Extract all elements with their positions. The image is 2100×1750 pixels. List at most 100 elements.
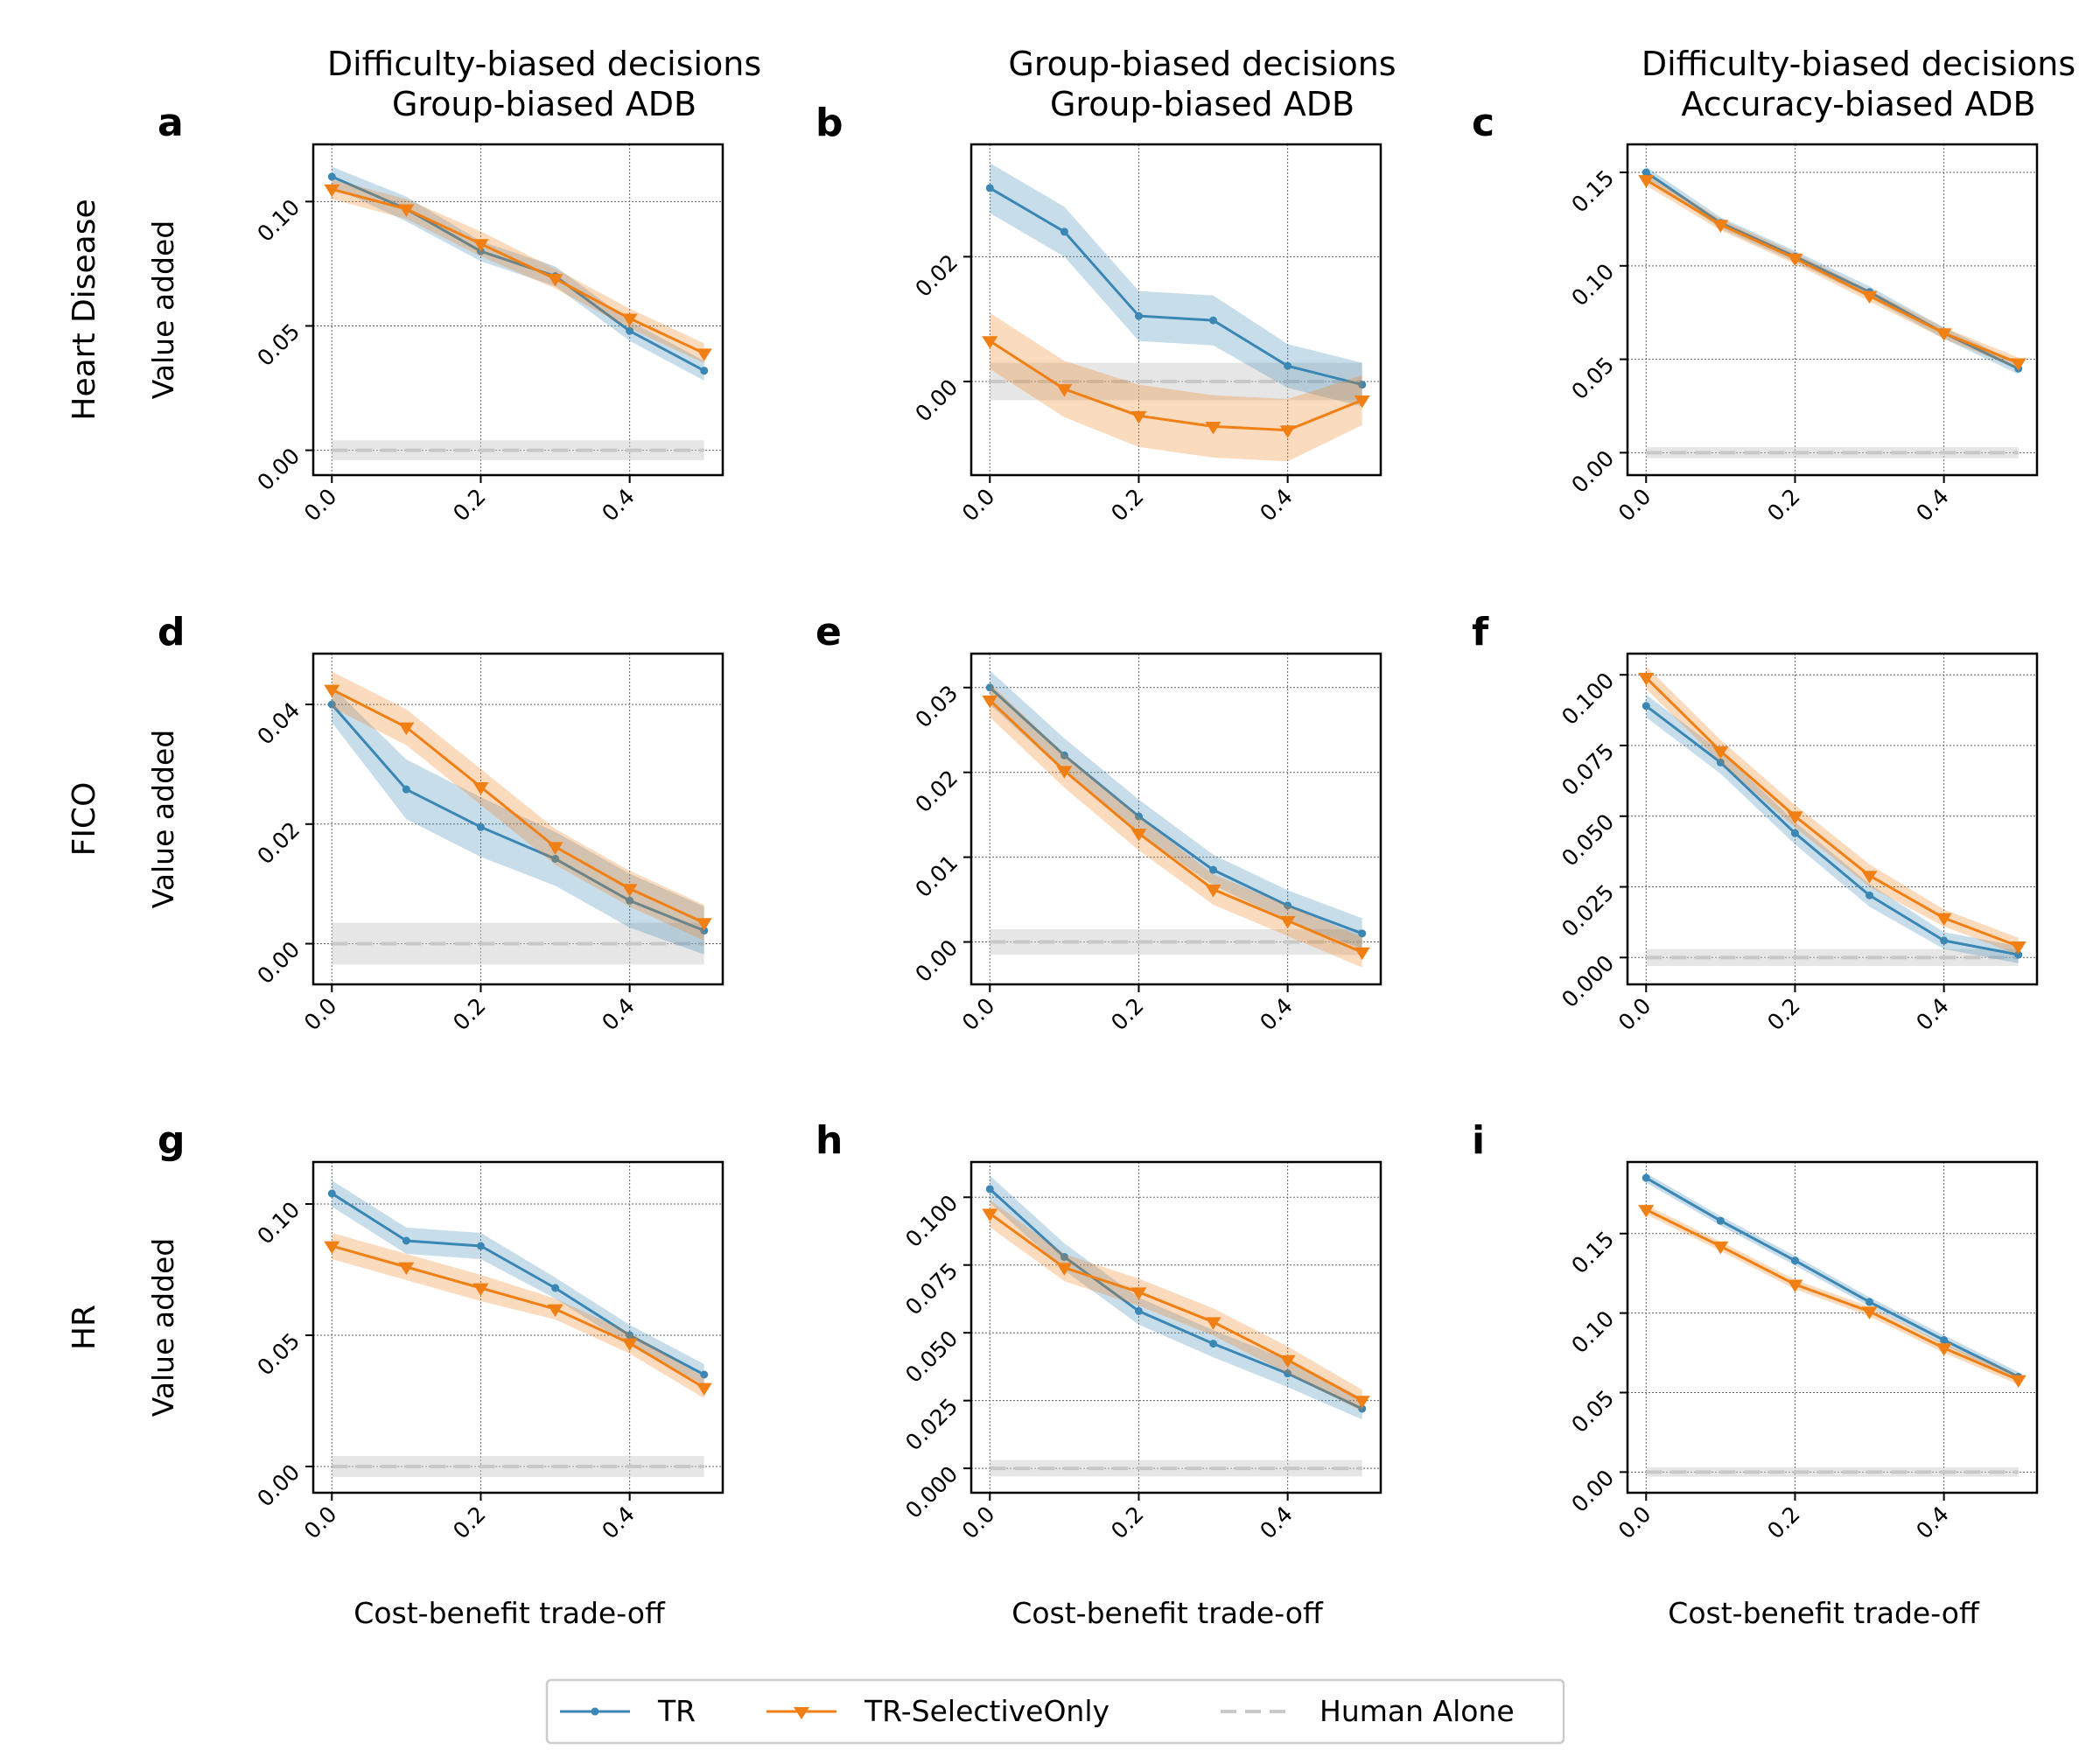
marker-tr [1134,1306,1143,1315]
marker-tr-selective [1936,1343,1952,1356]
marker-tr-selective [1861,871,1878,884]
x-tick-label: 0.4 [1911,484,1954,527]
y-tick-label: 0.100 [1557,668,1619,730]
marker-tr-selective [472,1283,489,1296]
marker-tr [327,172,336,181]
marker-tr-selective [1279,425,1296,438]
marker-tr-selective [621,1338,638,1351]
legend-label-tr-selective: TR-SelectiveOnly [864,1694,1110,1728]
axes-frame [1626,1160,2039,1494]
marker-tr [1284,901,1292,910]
panel-letter-d: d [158,610,186,654]
marker-tr-selective [1787,253,1803,267]
y-tick-label: 0.10 [1566,1306,1619,1358]
panel-letter-h: h [816,1118,843,1163]
y-axis-label: Value added [146,730,180,908]
x-tick-label: 0.2 [448,993,491,1036]
y-tick-label: 0.100 [900,1190,962,1252]
marker-tr-selective [324,1241,340,1254]
x-tick-label: 0.2 [1106,993,1149,1036]
y-tick-label: 0.02 [910,249,962,302]
marker-tr-selective [621,313,638,326]
marker-tr [1642,702,1650,710]
marker-tr [1642,1173,1650,1182]
marker-tr [2014,950,2023,959]
y-tick-label: 0.10 [1566,259,1619,312]
y-tick-label: 0.10 [252,1197,304,1250]
y-tick-label: 0.01 [910,850,962,902]
series-line-tr-selective [989,699,1363,954]
marker-tr [1134,312,1143,320]
series-line-tr [331,1192,705,1376]
axes-frame [1626,143,2039,477]
marker-tr [626,326,634,335]
plot-area-g [324,1180,712,1477]
column-title-2-line-1: Group-biased decisions [1008,45,1396,83]
band-tr-selective [1646,174,2019,369]
y-axis-label: Value added [146,1238,180,1417]
marker-tr [626,896,634,905]
band-tr [332,686,704,955]
x-tick-label: 0.0 [1614,484,1656,527]
panel-letter-i: i [1472,1118,1485,1163]
marker-tr-selective [398,204,415,217]
marker-tr-selective [2010,1375,2026,1388]
marker-tr-selective [1787,1279,1803,1292]
band-tr-selective [1646,666,2019,956]
legend-marker-tr-selective [794,1707,809,1719]
series-line-tr-selective [331,688,705,924]
y-tick-label: 0.050 [900,1326,962,1388]
marker-tr-selective [982,695,998,709]
panel-c: 0.0 0.2 0.4 0.00 0.05 0.10 0.15 c [1472,101,2039,527]
panel-f: 0.0 0.2 0.4 0.000 0.025 0.050 0.075 0.100 f [1472,610,2039,1035]
marker-tr [476,822,485,831]
band-tr [990,163,1362,407]
axes-frame [970,652,1382,986]
series-line-tr-selective [331,187,705,355]
panel-b: 0.0 0.2 0.4 0.00 0.02 b [816,101,1382,527]
panel-letter-a: a [158,101,184,145]
y-tick-label: 0.04 [252,697,304,750]
y-tick-label: 0.025 [1557,879,1619,942]
marker-tr [1060,751,1068,760]
marker-tr-selective [696,348,712,361]
band-tr-selective [990,312,1362,462]
series-line-tr [331,175,705,372]
marker-tr-selective [1279,1354,1296,1368]
panel-i: 0.0 0.2 0.4 0.00 0.05 0.10 0.15 i Cost-benefit t… [1472,1118,2039,1630]
marker-tr [1866,891,1874,900]
x-tick-label: 0.0 [299,993,342,1036]
x-tick-label: 0.0 [957,1502,1000,1544]
band-tr [990,1175,1362,1420]
x-tick-label: 0.4 [1255,484,1298,527]
marker-tr [1358,381,1367,389]
marker-tr [1790,829,1799,837]
marker-tr-selective [547,842,564,855]
y-tick-label: 0.00 [252,443,304,495]
x-tick-label: 0.0 [299,484,342,527]
y-tick-label: 0.025 [900,1393,962,1455]
y-tick-label: 0.10 [252,194,304,247]
marker-tr [985,184,994,192]
y-tick-label: 0.02 [252,817,304,870]
band-tr-selective [332,178,704,364]
band-tr-selective [332,671,704,942]
marker-tr-selective [1712,1241,1729,1255]
marker-tr-selective [1354,947,1370,961]
marker-tr-selective [696,1382,712,1396]
legend-label-human: Human Alone [1320,1694,1515,1728]
marker-tr-selective [1056,1263,1073,1276]
panel-e: 0.0 0.2 0.4 0.00 0.01 0.02 0.03 e [816,610,1382,1036]
x-tick-label: 0.0 [957,484,1000,527]
x-tick-label: 0.2 [1106,1502,1149,1544]
x-tick-label: 0.2 [1762,484,1805,527]
marker-tr [1209,1340,1218,1348]
marker-tr-selective [472,239,489,252]
y-tick-label: 0.03 [910,681,962,733]
marker-tr [1209,865,1218,874]
marker-tr [1940,936,1949,945]
series-line-tr-selective [1645,178,2020,365]
marker-tr-selective [324,184,340,198]
marker-tr-selective [1354,396,1370,409]
